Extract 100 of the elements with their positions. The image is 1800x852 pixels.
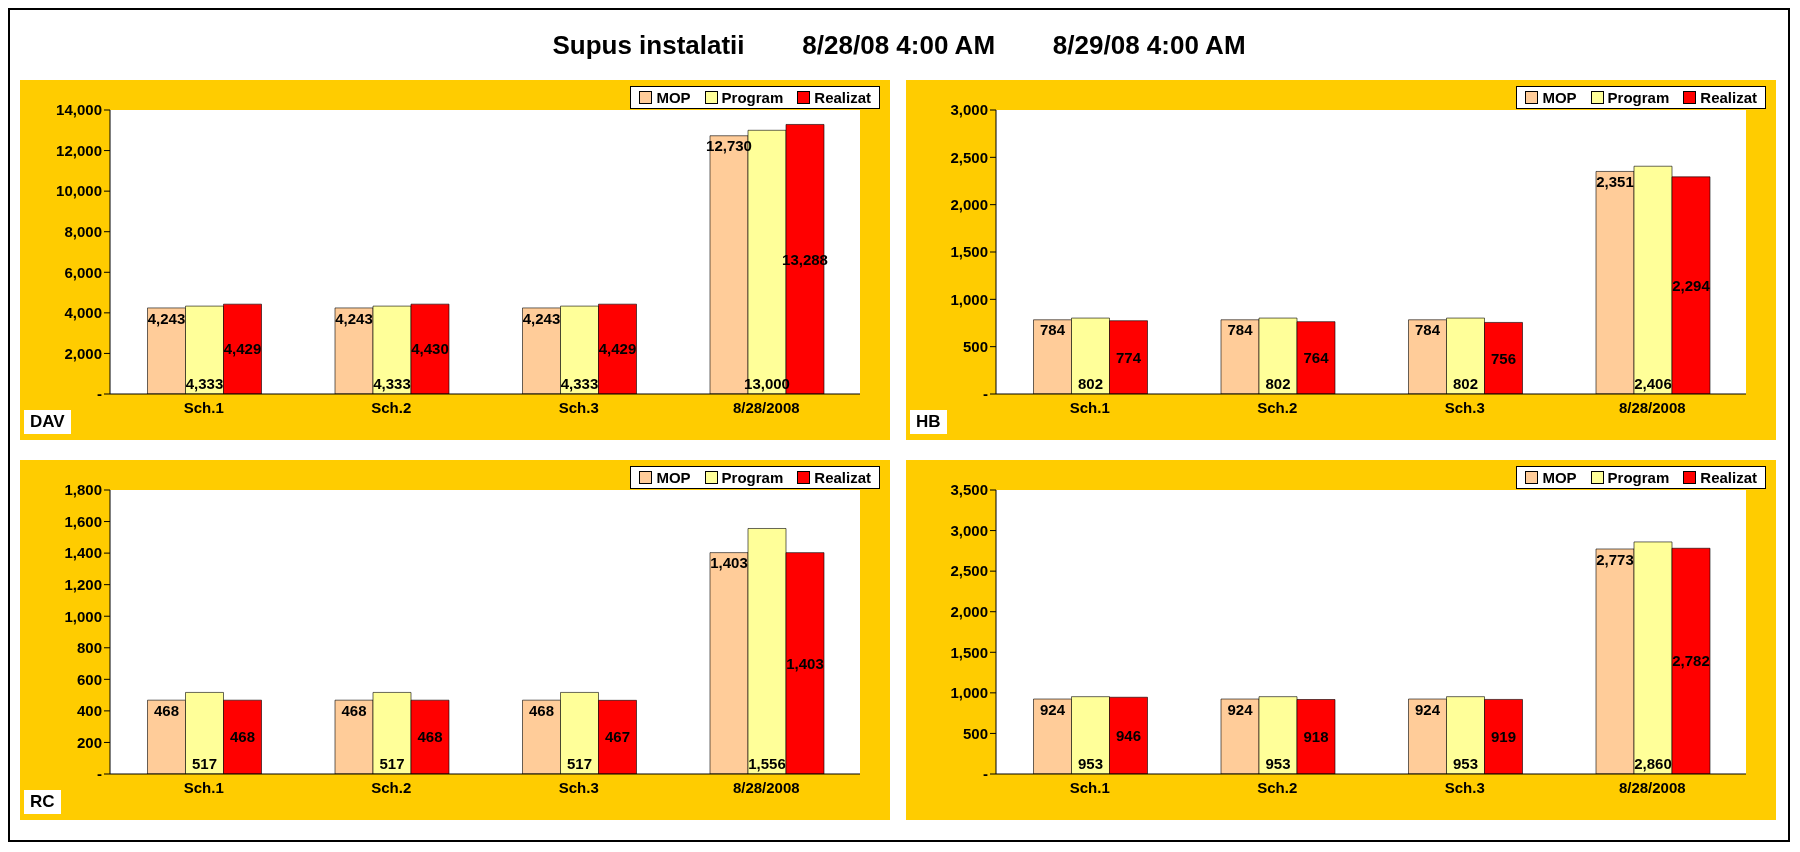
y-tick-label: 3,000 [950, 101, 988, 119]
y-tick-label: 2,500 [950, 562, 988, 580]
legend-label: Realizat [1699, 469, 1757, 486]
y-tick-label: 1,200 [64, 575, 102, 593]
y-tick-label: 4,000 [64, 304, 102, 322]
data-label: 2,782 [1672, 652, 1710, 670]
data-label: 468 [229, 728, 256, 746]
data-label: 517 [566, 755, 593, 772]
legend-label: Realizat [813, 469, 871, 486]
y-tick-label: 1,500 [950, 643, 988, 661]
data-label: 784 [1227, 321, 1254, 339]
data-label: 4,430 [411, 340, 449, 358]
data-label: 924 [1039, 700, 1066, 718]
data-label: 802 [1452, 375, 1479, 392]
y-tick-label: - [97, 765, 102, 783]
y-tick-label: 1,400 [64, 544, 102, 562]
y-tick-label: 600 [76, 670, 102, 688]
text: HB [910, 410, 947, 434]
data-label: 517 [379, 755, 405, 772]
x-tick-label: Sch.3 [558, 778, 599, 796]
data-label: 924 [1227, 700, 1254, 718]
legend-label: Program [720, 469, 784, 486]
data-label: 953 [1265, 755, 1291, 772]
data-label: 919 [1490, 728, 1517, 746]
data-label: 802 [1077, 375, 1104, 392]
data-label: 467 [604, 728, 631, 746]
y-tick-label: 2,000 [64, 344, 102, 362]
x-tick-label: Sch.1 [183, 778, 224, 796]
data-label: 953 [1077, 755, 1104, 772]
data-label: 2,406 [1634, 375, 1672, 392]
legend-label: Realizat [1699, 89, 1757, 106]
y-tick-label: 2,500 [950, 148, 988, 166]
data-label: 4,243 [147, 309, 186, 327]
data-label: 2,351 [1596, 173, 1634, 191]
y-tick-label: 1,800 [64, 481, 102, 499]
y-tick-label: 500 [962, 337, 988, 355]
y-tick-label: 1,500 [950, 243, 988, 261]
legend-label: MOP [1541, 469, 1577, 486]
x-tick-label: 8/28/2008 [732, 778, 800, 796]
y-tick-label: 3,500 [950, 481, 988, 499]
x-tick-label: Sch.2 [1257, 778, 1298, 796]
data-label: 468 [417, 728, 443, 746]
data-label: 802 [1265, 375, 1291, 392]
legend-label: Program [1606, 89, 1670, 106]
y-tick-label: 200 [76, 733, 102, 751]
legend-label: Realizat [813, 89, 871, 106]
legend-label: Program [720, 89, 784, 106]
data-label: 1,403 [786, 654, 824, 672]
data-label: 468 [341, 701, 367, 719]
x-tick-label: 8/28/2008 [1618, 778, 1686, 796]
x-tick-label: Sch.1 [183, 398, 224, 416]
legend-label: MOP [655, 469, 691, 486]
data-label: 1,556 [748, 755, 786, 772]
y-tick-label: 1,000 [950, 684, 988, 702]
x-tick-label: Sch.1 [1069, 398, 1110, 416]
data-label: 4,243 [522, 309, 561, 327]
y-tick-label: 1,000 [64, 607, 102, 625]
y-tick-label: 10,000 [56, 182, 102, 200]
text: DAV [24, 410, 71, 434]
y-tick-label: 400 [76, 702, 102, 720]
data-label: 468 [528, 701, 555, 719]
y-tick-label: - [983, 765, 988, 783]
y-tick-label: 2,000 [950, 603, 988, 621]
data-label: 2,860 [1634, 755, 1672, 772]
data-label: 784 [1414, 321, 1441, 339]
text: RC [24, 790, 61, 814]
data-label: 784 [1039, 321, 1066, 339]
legend-label: MOP [1541, 89, 1577, 106]
data-label: 468 [153, 701, 180, 719]
x-tick-label: 8/28/2008 [732, 398, 800, 416]
data-label: 924 [1414, 700, 1441, 718]
x-tick-label: Sch.3 [1444, 398, 1485, 416]
data-label: 946 [1115, 726, 1142, 744]
y-tick-label: - [983, 385, 988, 403]
x-tick-label: Sch.2 [371, 778, 412, 796]
data-label: 4,243 [335, 309, 373, 327]
x-tick-label: Sch.3 [558, 398, 599, 416]
data-label: 774 [1115, 348, 1142, 366]
y-tick-label: 14,000 [56, 101, 102, 119]
x-tick-label: Sch.3 [1444, 778, 1485, 796]
data-label: 4,429 [223, 340, 262, 358]
data-label: 764 [1303, 349, 1330, 367]
y-tick-label: 12,000 [56, 141, 102, 159]
data-label: 12,730 [706, 137, 752, 155]
x-tick-label: 8/28/2008 [1618, 398, 1686, 416]
data-label: 4,333 [373, 375, 411, 392]
x-tick-label: Sch.2 [371, 398, 412, 416]
text: Supus instalatii 8/28/08 4:00 AM 8/29/08 4:00 AM [552, 29, 1246, 61]
y-tick-label: 500 [962, 724, 988, 742]
y-tick-label: 1,600 [64, 512, 102, 530]
data-label: 4,333 [560, 375, 599, 392]
x-tick-label: Sch.2 [1257, 398, 1298, 416]
y-tick-label: 800 [76, 639, 102, 657]
y-tick-label: 8,000 [64, 223, 102, 241]
legend-label: Program [1606, 469, 1670, 486]
y-tick-label: 6,000 [64, 263, 102, 281]
data-label: 953 [1452, 755, 1479, 772]
y-tick-label: 3,000 [950, 521, 988, 539]
data-label: 756 [1490, 349, 1517, 367]
data-label: 2,773 [1596, 550, 1634, 568]
